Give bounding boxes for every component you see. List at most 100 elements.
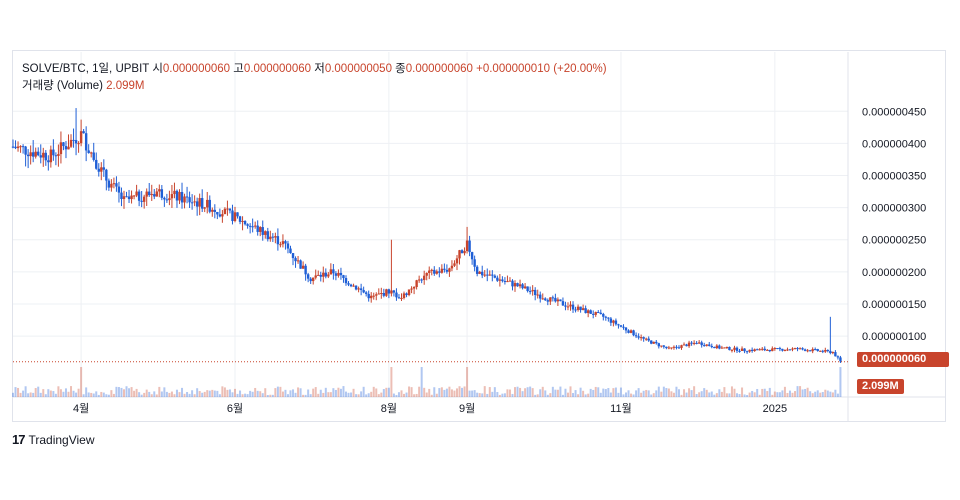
candle-body [11, 146, 15, 148]
candle-body [708, 344, 711, 346]
volume-bar [594, 386, 597, 397]
candle-body [619, 325, 623, 327]
volume-bar [405, 392, 408, 397]
volume-bar [756, 388, 759, 397]
candle-body [675, 346, 678, 348]
volume-bar [415, 393, 418, 397]
candle-body [811, 349, 814, 352]
volume-bar [690, 390, 693, 397]
candle-body [836, 356, 840, 358]
volume-bar [781, 390, 784, 397]
volume-bar [14, 387, 17, 397]
candle-body [564, 305, 567, 307]
volume-bar [602, 388, 605, 397]
volume-bar [481, 393, 484, 397]
candle-body [347, 283, 350, 285]
volume-bar [226, 389, 229, 397]
volume-bar [698, 392, 701, 397]
volume-bar [274, 388, 277, 397]
volume-bar [352, 388, 355, 397]
candle-body [788, 349, 792, 351]
candle-body [435, 271, 439, 274]
volume-bar [57, 386, 60, 397]
volume-bar [725, 393, 728, 397]
candle-body [102, 167, 106, 170]
volume-bar [433, 387, 436, 397]
tradingview-watermark[interactable]: 17 TradingView [12, 432, 95, 447]
candle-body [92, 152, 95, 160]
candle-body [579, 306, 582, 311]
candle-body [327, 274, 330, 277]
candle-body [130, 195, 133, 200]
volume-bar [824, 389, 827, 397]
volume-bar [165, 391, 168, 397]
candle-body [733, 347, 736, 350]
volume-bar [559, 386, 562, 397]
candle-body [443, 268, 446, 270]
volume-bar [577, 394, 580, 397]
candle-body [34, 151, 37, 157]
volume-bar [582, 390, 585, 397]
volume-bar [150, 394, 153, 397]
candle-body [405, 293, 408, 296]
candle-body [422, 275, 426, 281]
candle-body [571, 304, 575, 310]
candle-body [634, 335, 638, 337]
chart-frame[interactable] [12, 50, 946, 422]
volume-bar [572, 393, 575, 397]
candle-body [589, 310, 592, 314]
candle-body [64, 146, 68, 150]
candle-body [301, 265, 305, 269]
volume-bar [458, 386, 461, 397]
candle-body [271, 236, 275, 238]
volume-bar [816, 390, 819, 397]
y-tick-label: 0.000000450 [862, 106, 926, 118]
high-label: 고 [233, 63, 244, 75]
candle-body [233, 212, 237, 222]
candle-body [614, 320, 618, 325]
volume-bar [19, 392, 22, 397]
volume-bar [271, 394, 274, 397]
volume-bar [112, 393, 115, 397]
volume-bar [254, 387, 257, 397]
candle-body [740, 348, 744, 352]
volume-bar [743, 394, 746, 397]
volume-bar [587, 393, 590, 397]
candle-body [498, 279, 502, 281]
volume-bar [370, 391, 373, 397]
volume-bar [534, 394, 537, 397]
volume-bar [506, 389, 509, 397]
candle-body [503, 281, 507, 283]
volume-bar [259, 391, 262, 397]
volume-bar [496, 392, 499, 397]
volume-bar [145, 389, 148, 397]
volume-bar [491, 391, 494, 397]
candle-body [586, 310, 590, 314]
candle-body [450, 265, 454, 269]
candle-body [831, 352, 835, 354]
close-label: 종 [395, 63, 406, 75]
volume-bar [228, 389, 231, 397]
volume-bar [42, 389, 45, 397]
candle-body [286, 243, 290, 249]
volume-bar [514, 387, 517, 397]
candle-body [311, 277, 315, 282]
volume-bar [806, 387, 809, 397]
volume-bar [551, 386, 554, 397]
volume-bar [360, 391, 363, 397]
volume-bar [221, 386, 224, 397]
volume-bar [59, 389, 62, 397]
volume-bar [350, 392, 353, 397]
volume-bar [102, 392, 105, 397]
volume-bar [181, 387, 184, 397]
candle-body [380, 293, 383, 295]
volume-bar [614, 387, 617, 397]
candle-body [637, 336, 640, 338]
candle-body [261, 227, 264, 235]
candle-body [796, 348, 799, 350]
candle-body [72, 139, 75, 141]
volume-bar [100, 391, 103, 397]
candle-body [677, 347, 681, 349]
volume-bar [191, 390, 194, 397]
